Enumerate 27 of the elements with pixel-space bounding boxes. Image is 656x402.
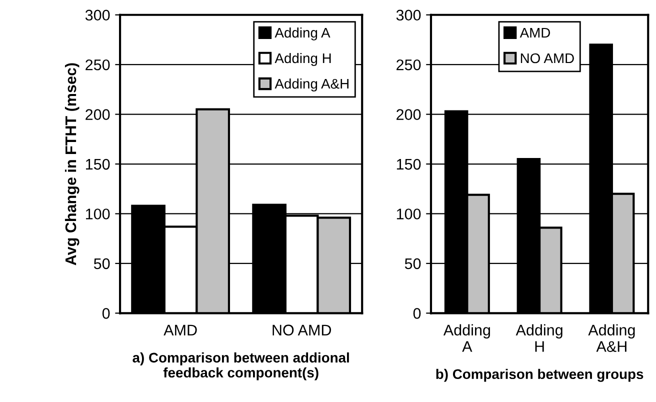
- legend-label: Adding A: [274, 27, 330, 40]
- y-axis-title: Avg Change in FTHT (msec): [64, 63, 80, 266]
- legend-label: Adding A&H: [274, 78, 348, 92]
- y-tick-label: 150: [396, 158, 421, 170]
- y-tick-label: 200: [396, 109, 421, 120]
- y-tick-label: 250: [86, 59, 110, 70]
- x-tick-label: AMD: [164, 324, 197, 336]
- x-tick-label: NO AMD: [272, 324, 331, 336]
- legend-label: Adding H: [274, 52, 331, 66]
- y-tick-label: 150: [86, 158, 110, 170]
- x-axis-title: a) Comparison between addional feedback component(s): [132, 352, 349, 380]
- y-tick-label: 0: [102, 308, 110, 319]
- x-tick-label: Adding A&H: [588, 324, 635, 352]
- y-tick-label: 300: [85, 10, 110, 21]
- y-tick-label: 100: [396, 208, 421, 220]
- legend-label: AMD: [520, 28, 550, 38]
- x-tick-label: Adding A: [443, 324, 490, 352]
- y-tick-label: 300: [396, 10, 421, 21]
- y-tick-label: 50: [404, 258, 421, 270]
- x-axis-title: b) Comparison between groups: [436, 368, 644, 382]
- x-tick-label: Adding H: [516, 324, 562, 352]
- y-tick-label: 0: [413, 308, 421, 319]
- y-tick-label: 200: [86, 109, 110, 120]
- y-tick-label: 100: [86, 208, 110, 220]
- y-tick-label: 50: [94, 258, 110, 270]
- legend-label: NO AMD: [520, 53, 574, 64]
- y-tick-label: 250: [396, 59, 421, 70]
